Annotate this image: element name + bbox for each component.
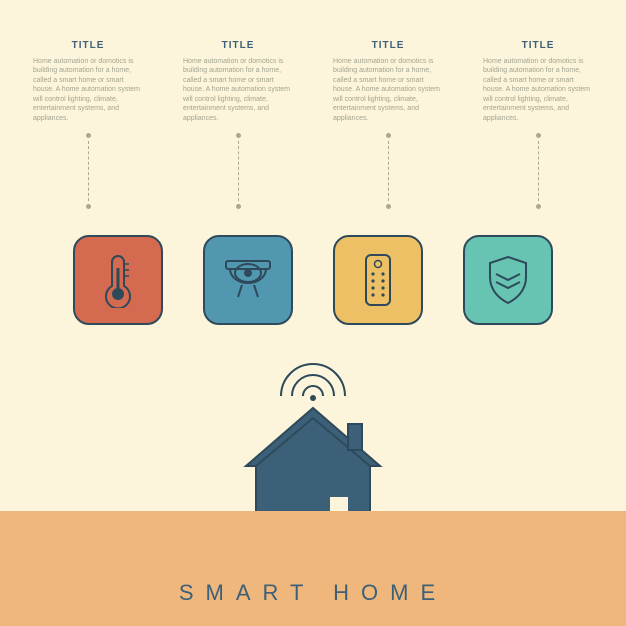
tiles-row	[0, 235, 626, 325]
columns-row: TITLE Home automation or domotics is buil…	[0, 40, 626, 209]
camera-icon	[220, 257, 276, 303]
column-title: TITLE	[372, 40, 405, 51]
feature-tile-remote	[333, 235, 423, 325]
column-body: Home automation or domotics is building …	[183, 57, 293, 123]
feature-tile-camera	[203, 235, 293, 325]
house-group	[238, 350, 388, 534]
wifi-icon	[273, 350, 353, 404]
column-body: Home automation or domotics is building …	[483, 57, 593, 123]
thermometer-icon	[100, 252, 136, 308]
shield-icon	[486, 254, 530, 306]
column-title: TITLE	[72, 40, 105, 51]
column-title: TITLE	[522, 40, 555, 51]
info-column: TITLE Home automation or domotics is buil…	[183, 40, 293, 209]
connector	[86, 133, 91, 209]
column-body: Home automation or domotics is building …	[333, 57, 443, 123]
connector	[236, 133, 241, 209]
connector	[386, 133, 391, 209]
info-column: TITLE Home automation or domotics is buil…	[333, 40, 443, 209]
connector	[536, 133, 541, 209]
footer-band	[0, 511, 626, 626]
remote-icon	[363, 252, 393, 308]
footer-title: SMART HOME	[0, 580, 626, 606]
column-title: TITLE	[222, 40, 255, 51]
feature-tile-shield	[463, 235, 553, 325]
column-body: Home automation or domotics is building …	[33, 57, 143, 123]
info-column: TITLE Home automation or domotics is buil…	[483, 40, 593, 209]
info-column: TITLE Home automation or domotics is buil…	[33, 40, 143, 209]
infographic-canvas: TITLE Home automation or domotics is buil…	[0, 0, 626, 626]
feature-tile-thermometer	[73, 235, 163, 325]
